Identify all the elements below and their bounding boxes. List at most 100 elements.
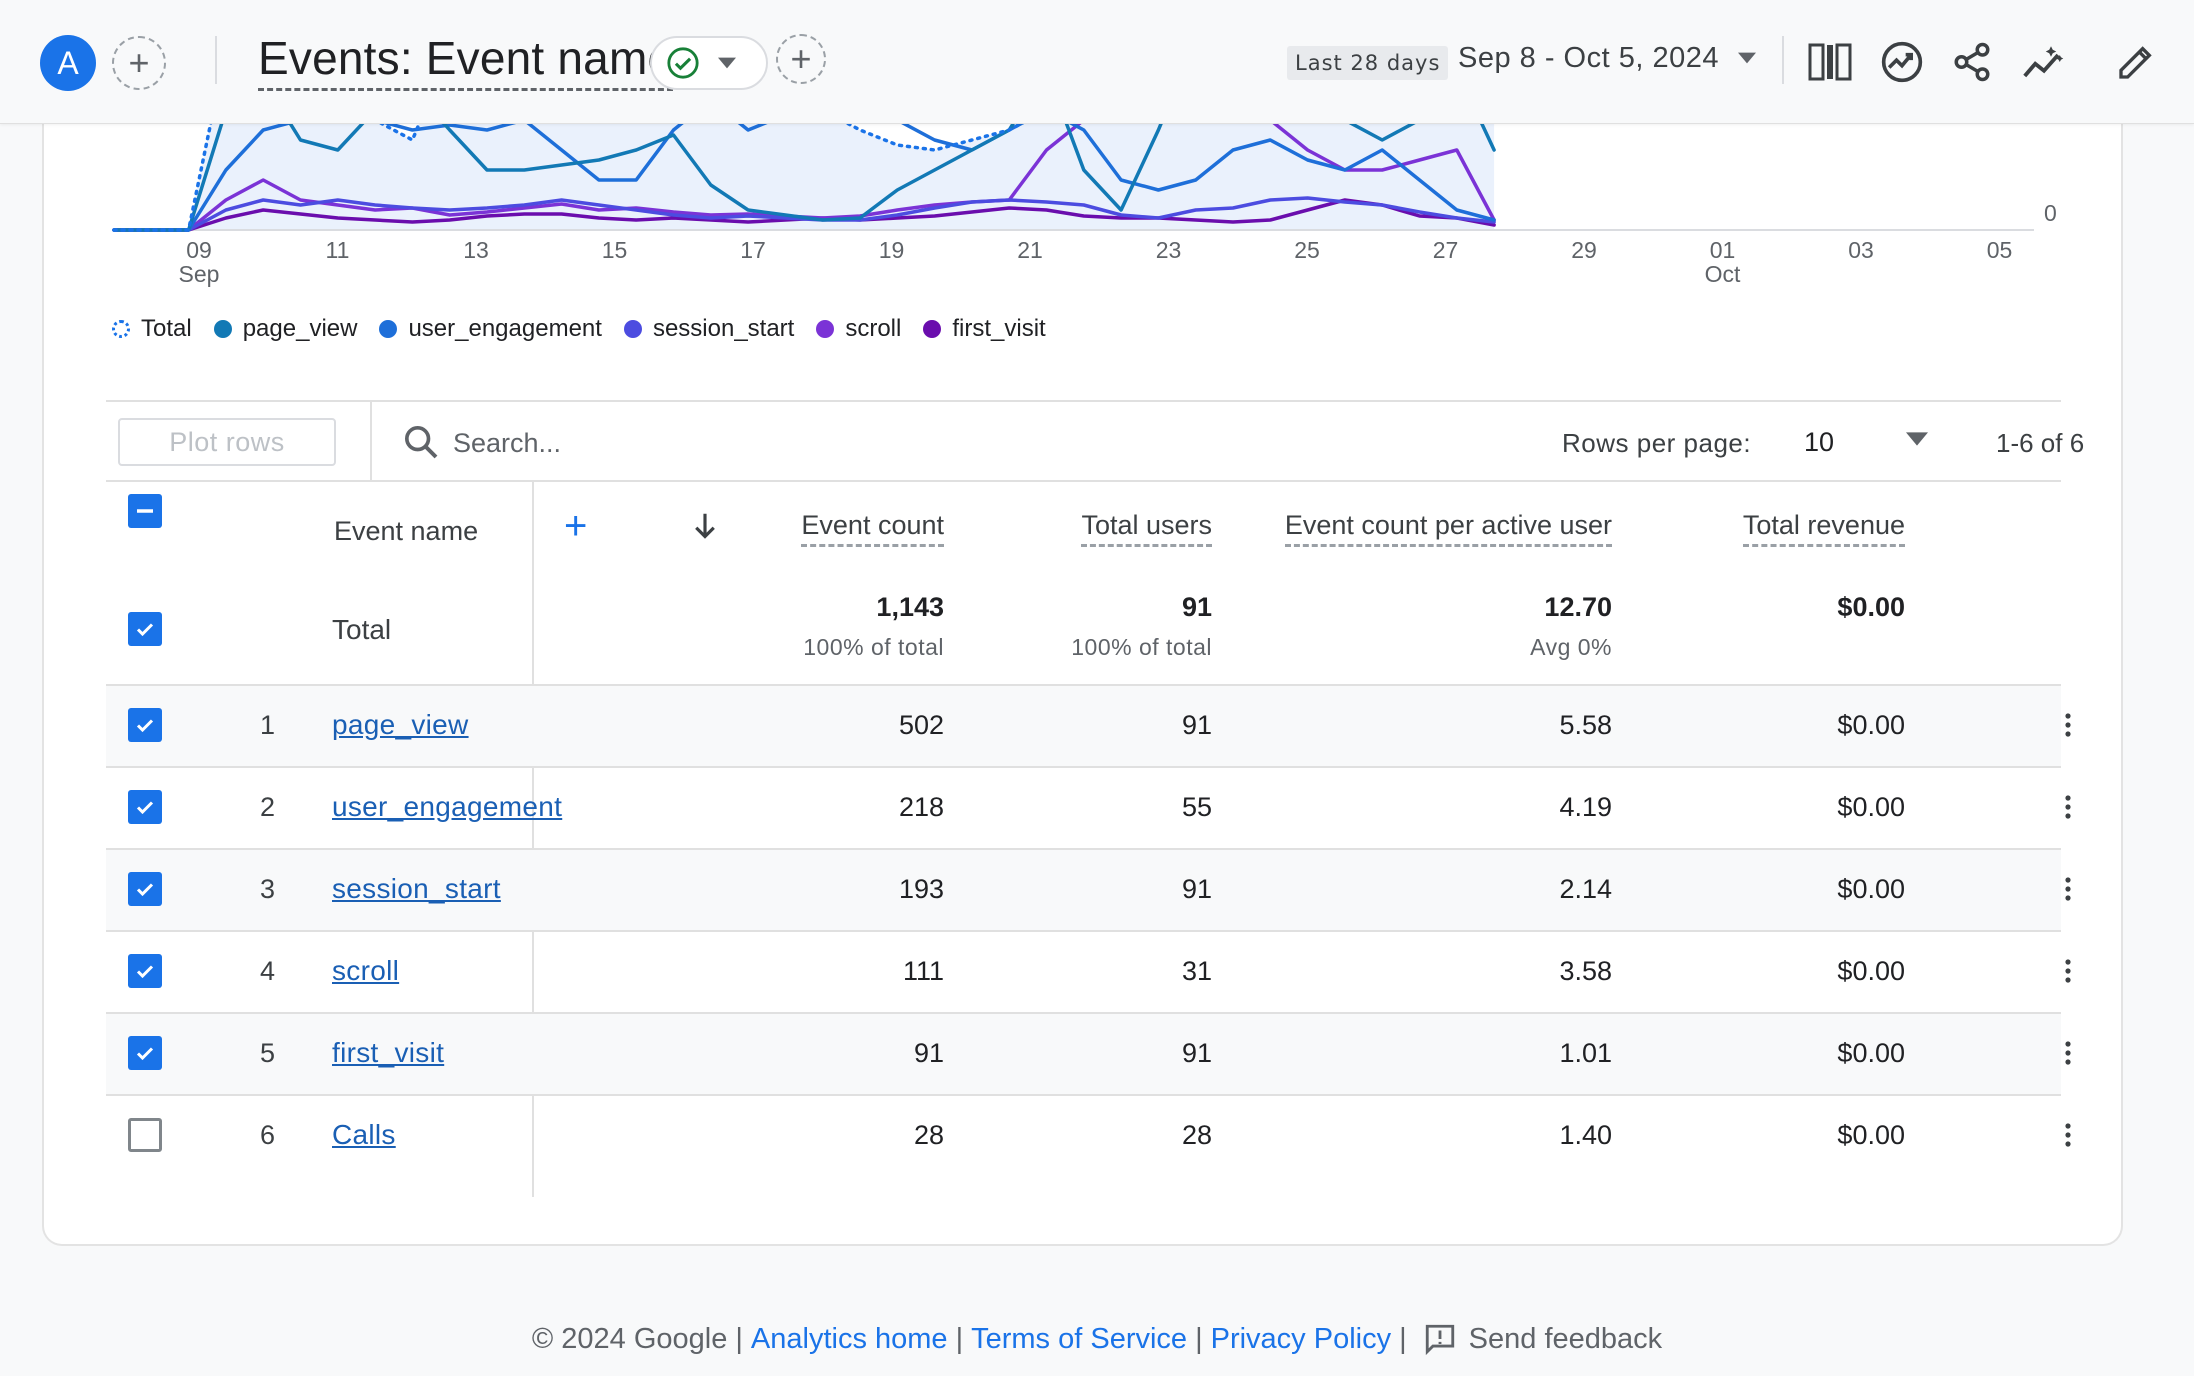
- legend-item[interactable]: page_view: [213, 315, 357, 343]
- per-user-cell: 2.14: [1559, 874, 1612, 904]
- row-checkbox[interactable]: [128, 1118, 162, 1152]
- event-count-cell: 28: [913, 1120, 944, 1150]
- row-index: 1: [260, 710, 276, 740]
- x-tick-label: 21: [990, 238, 1070, 262]
- legend-item[interactable]: session_start: [623, 315, 795, 343]
- add-filter-button[interactable]: +: [776, 34, 826, 84]
- customize-columns-icon[interactable]: [1804, 36, 1856, 88]
- legend-item[interactable]: first_visit: [923, 315, 1046, 343]
- total-users-value: 91: [1181, 592, 1212, 622]
- header-event-count[interactable]: Event count: [801, 510, 944, 547]
- x-tick-day: 09: [186, 237, 212, 263]
- header-event-count-per-active-user[interactable]: Event count per active user: [1284, 510, 1612, 547]
- per-user-cell: 1.40: [1559, 1120, 1612, 1150]
- row-checkbox[interactable]: [128, 708, 162, 742]
- edit-pencil-icon[interactable]: [2110, 36, 2162, 88]
- event-name-link[interactable]: scroll: [332, 955, 400, 986]
- row-index: 4: [260, 956, 276, 986]
- search-input[interactable]: [453, 422, 953, 464]
- x-tick-label: 29: [1544, 238, 1624, 262]
- x-tick-label: 05: [1960, 238, 2040, 262]
- x-tick-day: 27: [1432, 237, 1459, 263]
- x-tick-day: 25: [1294, 237, 1320, 263]
- page-footer: © 2024 Google | Analytics home | Terms o…: [531, 1322, 1663, 1356]
- check-icon: [136, 1047, 154, 1061]
- more-vert-icon[interactable]: [2064, 1122, 2072, 1148]
- chart-legend: Total page_view user_engagement session_sta…: [112, 315, 1068, 343]
- add-dimension-plus-icon[interactable]: +: [564, 504, 588, 548]
- date-caret-down-icon[interactable]: [1738, 52, 1756, 64]
- table-row: 1 page_view 502 91 5.58 $0.00: [106, 686, 2071, 768]
- event-name-link[interactable]: user_engagement: [332, 791, 563, 822]
- total-users-cell: 55: [1181, 792, 1212, 822]
- event-name-link[interactable]: page_view: [332, 709, 469, 740]
- plus-icon: +: [128, 42, 150, 83]
- more-vert-icon[interactable]: [2064, 1040, 2072, 1066]
- total-per-user-avg: Avg 0%: [1530, 634, 1612, 660]
- check-circle-icon: [667, 47, 699, 79]
- compare-trend-icon[interactable]: [1876, 36, 1928, 88]
- row-index: 6: [260, 1120, 276, 1150]
- legend-item[interactable]: user_engagement: [379, 315, 602, 343]
- share-icon[interactable]: [1946, 36, 1998, 88]
- page-title[interactable]: Events: Event name: [258, 30, 674, 91]
- more-vert-icon[interactable]: [2064, 712, 2072, 738]
- more-vert-icon[interactable]: [2064, 958, 2072, 984]
- event-name-link[interactable]: Calls: [332, 1119, 396, 1150]
- legend-swatch-icon: [923, 320, 942, 338]
- send-feedback-link[interactable]: Send feedback: [1468, 1322, 1663, 1355]
- x-tick-day: 03: [1848, 237, 1874, 263]
- table-row: 5 first_visit 91 91 1.01 $0.00: [106, 1014, 2071, 1096]
- row-checkbox[interactable]: [128, 954, 162, 988]
- more-vert-icon[interactable]: [2064, 876, 2072, 902]
- privacy-policy-link[interactable]: Privacy Policy: [1210, 1322, 1392, 1355]
- totals-checkbox[interactable]: [128, 612, 162, 646]
- row-checkbox[interactable]: [128, 1036, 162, 1070]
- row-index: 2: [260, 792, 276, 822]
- totals-row: Total 1,143 100% of total 91 100% of tot…: [106, 572, 2061, 686]
- divider: [215, 36, 217, 84]
- x-tick-day: 21: [1017, 237, 1043, 263]
- more-vert-icon[interactable]: [2064, 794, 2072, 820]
- terms-of-service-link[interactable]: Terms of Service: [971, 1322, 1188, 1355]
- date-range-picker[interactable]: Sep 8 - Oct 5, 2024: [1458, 42, 1719, 74]
- x-tick-day: 17: [740, 237, 766, 263]
- select-all-checkbox[interactable]: [128, 494, 162, 528]
- y-axis-zero-label: 0: [2044, 200, 2057, 226]
- report-status-dropdown[interactable]: [650, 36, 768, 90]
- legend-item[interactable]: scroll: [816, 315, 901, 343]
- add-comparison-button[interactable]: +: [112, 36, 166, 90]
- event-name-link[interactable]: session_start: [332, 873, 501, 904]
- event-count-cell: 91: [913, 1038, 944, 1068]
- row-checkbox[interactable]: [128, 790, 162, 824]
- plot-rows-button[interactable]: Plot rows: [118, 418, 336, 466]
- x-tick-label: 19: [852, 238, 932, 262]
- legend-label: session_start: [652, 315, 795, 342]
- total-users-cell: 31: [1181, 956, 1212, 986]
- legend-item[interactable]: Total: [112, 315, 192, 343]
- legend-swatch-icon: [816, 320, 835, 338]
- total-users-cell: 91: [1181, 874, 1212, 904]
- analytics-home-link[interactable]: Analytics home: [750, 1322, 948, 1355]
- header-event-name[interactable]: Event name: [334, 516, 479, 546]
- per-user-cell: 5.58: [1559, 710, 1612, 740]
- x-tick-day: 19: [878, 237, 905, 263]
- insights-icon[interactable]: [2018, 36, 2070, 88]
- rows-per-page-select[interactable]: 10: [1794, 416, 1934, 468]
- x-tick-label: 27: [1406, 238, 1486, 262]
- per-user-cell: 4.19: [1559, 792, 1612, 822]
- event-name-link[interactable]: first_visit: [332, 1037, 445, 1068]
- feedback-icon[interactable]: [1423, 1322, 1457, 1356]
- total-users-cell: 91: [1181, 710, 1212, 740]
- pagination-status: 1-6 of 6: [1996, 428, 2085, 458]
- header-total-revenue[interactable]: Total revenue: [1742, 510, 1905, 547]
- row-checkbox[interactable]: [128, 872, 162, 906]
- sort-down-arrow-icon[interactable]: [694, 512, 716, 540]
- row-index: 3: [260, 874, 276, 904]
- header-total-users[interactable]: Total users: [1081, 510, 1212, 547]
- x-tick-day: 05: [1986, 237, 2013, 263]
- divider: [370, 402, 372, 482]
- x-tick-day: 11: [325, 237, 350, 263]
- check-icon: [136, 623, 154, 637]
- comparison-avatar[interactable]: A: [40, 35, 96, 91]
